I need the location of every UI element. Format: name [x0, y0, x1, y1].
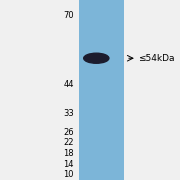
Text: 70: 70 — [63, 11, 74, 20]
Ellipse shape — [84, 53, 109, 63]
Text: 33: 33 — [63, 109, 74, 118]
Text: ≤54kDa: ≤54kDa — [138, 54, 174, 63]
Text: 22: 22 — [63, 138, 74, 147]
Text: 44: 44 — [63, 80, 74, 89]
Text: 18: 18 — [63, 149, 74, 158]
Text: 14: 14 — [63, 160, 74, 169]
Text: 26: 26 — [63, 128, 74, 137]
Bar — [79, 0, 124, 180]
Text: 10: 10 — [63, 170, 74, 179]
